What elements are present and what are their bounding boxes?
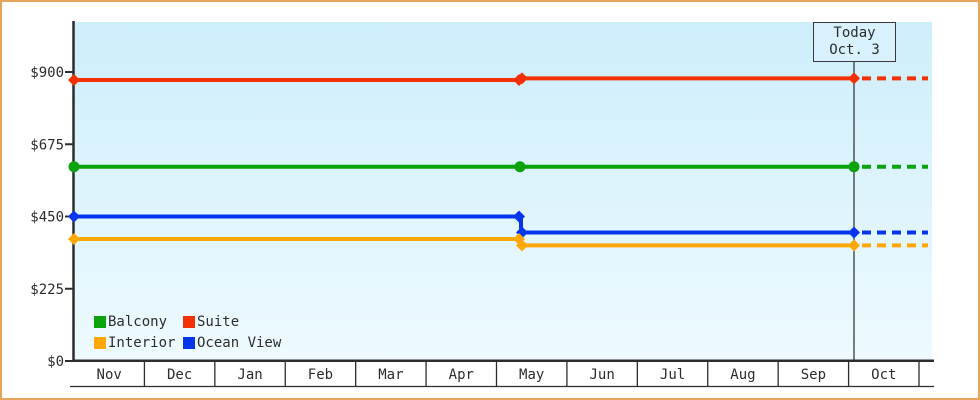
y-tick-label-0: $0 xyxy=(47,354,64,370)
legend-swatch-icon xyxy=(183,336,195,349)
legend-label: Balcony xyxy=(108,314,168,331)
y-tick-label-900: $900 xyxy=(30,65,64,81)
legend-swatch-icon xyxy=(94,316,106,329)
legend-label: Ocean View xyxy=(197,334,282,351)
marker-today-balcony xyxy=(848,161,860,173)
today-date-label: Oct. 3 xyxy=(829,42,880,58)
y-tick-label-675: $675 xyxy=(30,137,64,153)
month-label-jul: Jul xyxy=(660,367,685,383)
chart-legend: Balcony Suite Interior Ocean View xyxy=(94,312,281,353)
month-label-nov: Nov xyxy=(97,367,122,383)
month-label-apr: Apr xyxy=(449,367,474,383)
month-label-jan: Jan xyxy=(237,367,262,383)
month-label-mar: Mar xyxy=(378,367,403,383)
marker-today-suite xyxy=(848,72,860,85)
y-tick-label-450: $450 xyxy=(30,210,64,226)
marker-today-ocean-view xyxy=(848,226,860,239)
legend-swatch-icon xyxy=(183,316,195,329)
month-label-aug: Aug xyxy=(730,367,755,383)
month-label-sep: Sep xyxy=(801,367,826,383)
marker-change-interior xyxy=(516,239,528,252)
month-label-jun: Jun xyxy=(589,367,614,383)
legend-item-ocean-view: Ocean View xyxy=(183,335,281,351)
legend-item-suite: Suite xyxy=(183,314,281,330)
marker-start-balcony xyxy=(68,161,80,173)
month-label-feb: Feb xyxy=(308,367,333,383)
today-label: Today xyxy=(833,25,876,41)
marker-start-ocean-view xyxy=(68,210,80,223)
marker-start-suite xyxy=(68,74,80,87)
month-label-may: May xyxy=(519,367,544,383)
y-tick-label-225: $225 xyxy=(30,282,64,298)
marker-change-balcony xyxy=(514,161,526,173)
marker-today-interior xyxy=(848,239,860,252)
marker-start-interior xyxy=(68,232,80,245)
plot-area xyxy=(74,22,932,361)
legend-swatch-icon xyxy=(94,336,106,349)
marker-change-suite xyxy=(516,72,528,85)
month-label-oct: Oct xyxy=(871,367,896,383)
legend-item-balcony: Balcony xyxy=(94,314,183,330)
legend-item-interior: Interior xyxy=(94,335,183,351)
month-label-dec: Dec xyxy=(167,367,192,383)
legend-label: Suite xyxy=(197,314,240,331)
marker-change-ocean-view xyxy=(513,210,525,223)
today-annotation-box: Today Oct. 3 xyxy=(813,22,896,62)
legend-label: Interior xyxy=(108,334,176,351)
